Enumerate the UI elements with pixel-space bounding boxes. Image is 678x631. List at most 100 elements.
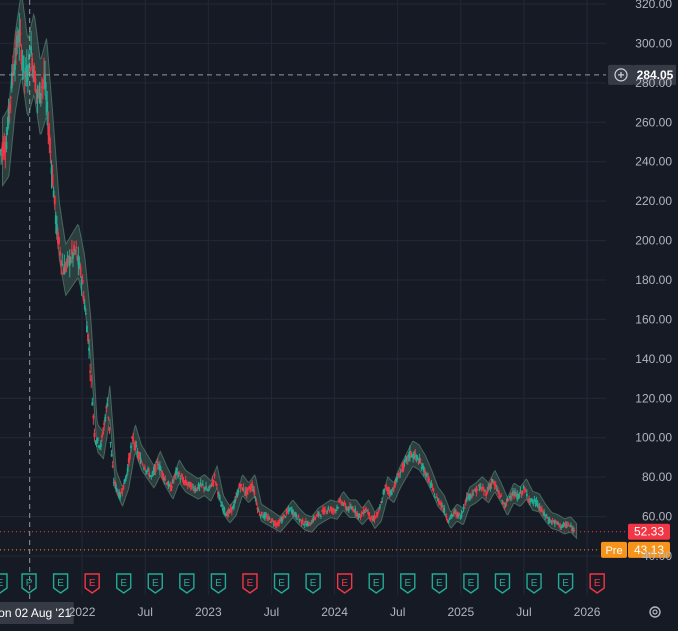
event-marker-p[interactable]: P [21,573,37,594]
grid [0,0,606,595]
event-marker-e[interactable]: E [116,573,132,594]
candle-body [240,484,243,486]
candle-body [351,508,353,510]
candle-body [308,522,310,524]
candle-body [552,521,555,523]
candle-body [87,333,89,341]
event-marker-e[interactable]: E [273,573,290,594]
event-marker-e[interactable]: E [179,573,195,594]
candle-body [187,481,190,484]
candle-body [502,501,505,504]
event-kind-label: E [120,578,127,589]
candle-body [549,519,552,522]
candle-body [471,492,474,497]
candle-body [559,524,562,527]
event-marker-e[interactable]: E [210,573,227,594]
event-marker-e[interactable]: E [147,573,163,594]
candle-body [251,483,254,489]
candle-body [107,416,110,418]
candle-body [568,525,571,527]
candle-body [428,479,431,481]
candle-body [120,491,123,494]
event-marker-e[interactable]: E [336,573,353,594]
candle-body [497,490,499,492]
candle-body [524,491,527,493]
candle-body [313,516,316,520]
candle-body [167,482,170,488]
candle-body [202,486,205,489]
event-kind-label: E [499,578,506,589]
candle-body [84,313,87,315]
candle-body [254,497,257,499]
event-marker-e[interactable]: E [84,573,100,594]
candle-body [570,525,572,527]
gear-icon-ring [649,606,661,618]
candle-body [132,437,134,442]
event-marker-e[interactable]: E [52,573,69,594]
candle-body [527,498,529,500]
candle-body [325,512,328,514]
candle-body [153,467,156,472]
event-kind-label: E [373,578,380,589]
event-marker-e[interactable]: E [589,573,605,594]
candle-body [134,442,137,451]
event-marker-e[interactable]: E [305,573,321,594]
candle-body [50,167,53,174]
candle-body [244,490,247,494]
candle-body [483,490,485,492]
candle-body [7,105,10,125]
candle-body [431,486,434,488]
event-shield-icon [273,573,290,594]
candle-body [193,489,196,492]
event-marker-e[interactable]: E [526,573,542,594]
candle-body [49,151,52,153]
candle-body [252,489,255,491]
candle-body [161,470,163,476]
event-marker-e[interactable]: E [557,573,574,594]
candle-body [35,89,38,91]
candle-body [472,494,475,496]
candle-body [164,478,167,480]
candle-body [329,508,332,510]
event-marker-e[interactable]: E [463,573,479,594]
event-kind-label: E [468,578,475,589]
candle-body [425,475,427,478]
event-marker-e[interactable]: E [400,573,416,594]
candle-body [151,472,154,474]
crosshair-date-label: Mon 02 Aug '21 [0,606,72,620]
crosshair-price-badge [634,64,676,85]
candle-body [201,484,204,486]
candle-body [401,464,404,471]
candle-body [546,518,549,520]
candle-body [102,432,104,434]
x-tick-label: Jul [138,605,153,619]
event-marker-e[interactable]: E [494,573,511,594]
candle-body [474,490,477,492]
gear-icon[interactable] [649,606,661,618]
event-marker-e[interactable]: E [0,573,8,594]
candle-body [30,46,33,55]
candle-body [362,508,365,515]
candle-body [470,495,473,497]
candle-body [289,507,292,509]
candle-body [279,520,281,522]
candle-body [492,481,495,484]
event-marker-e[interactable]: E [368,573,384,594]
candle-body [258,514,261,516]
candle-body [156,461,159,466]
candle-body [409,450,411,457]
candle-body [405,456,408,460]
candle-body [51,174,54,185]
candle-body [157,467,160,469]
candle-body [110,454,113,457]
event-marker-e[interactable]: E [242,573,258,594]
candle-body [489,483,492,488]
candle-body [360,512,363,514]
event-kind-label: E [531,578,538,589]
x-tick-label: Jul [390,605,405,619]
event-marker-e[interactable]: E [431,573,448,594]
candle-body [447,521,450,523]
candle-body [350,507,352,509]
